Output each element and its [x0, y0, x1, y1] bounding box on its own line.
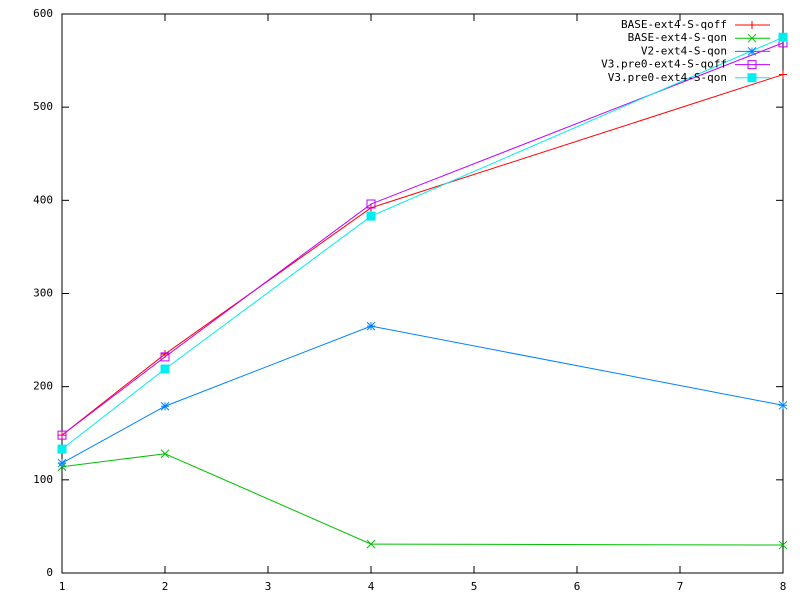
- legend-label: V3.pre0-ext4-S-qoff: [601, 58, 727, 71]
- point-marker: [366, 539, 376, 549]
- point-marker: [778, 540, 788, 550]
- x-tick-label: 8: [780, 580, 787, 593]
- point-marker: [57, 430, 67, 440]
- y-tick-label: 0: [46, 566, 53, 579]
- point-marker: [160, 449, 170, 459]
- legend-label: V2-ext4-S-qon: [641, 44, 727, 57]
- legend-marker: [747, 73, 757, 83]
- y-tick-label: 200: [33, 380, 53, 393]
- x-tick-label: 7: [677, 580, 684, 593]
- point-marker: [366, 321, 376, 331]
- point-marker: [366, 199, 376, 209]
- point-marker: [57, 444, 67, 454]
- series-line: [61, 325, 784, 464]
- legend-marker: [747, 60, 757, 70]
- legend-label: BASE-ext4-S-qoff: [621, 18, 727, 31]
- x-tick-label: 3: [265, 580, 272, 593]
- point-marker: [366, 211, 376, 221]
- series-line: [61, 36, 784, 450]
- x-tick-label: 5: [471, 580, 478, 593]
- legend-label: V3.pre0-ext4-S-qon: [608, 71, 727, 84]
- legend-marker: [747, 33, 757, 43]
- x-tick-label: 1: [59, 580, 66, 593]
- x-tick-label: 4: [368, 580, 375, 593]
- x-tick-label: 6: [574, 580, 581, 593]
- series-line: [61, 42, 784, 436]
- point-marker: [778, 32, 788, 42]
- series-line: [61, 74, 784, 436]
- x-tick-label: 2: [162, 580, 169, 593]
- legend-marker: [748, 21, 756, 29]
- y-tick-label: 100: [33, 473, 53, 486]
- point-marker: [57, 458, 67, 468]
- point-marker: [160, 352, 170, 362]
- point-marker: [160, 401, 170, 411]
- point-marker: [778, 400, 788, 410]
- legend-marker: [747, 47, 757, 56]
- y-tick-label: 500: [33, 100, 53, 113]
- legend-label: BASE-ext4-S-qon: [628, 31, 727, 44]
- point-marker: [160, 364, 170, 374]
- point-marker: [779, 70, 787, 79]
- plot-frame: [61, 13, 784, 574]
- y-tick-label: 300: [33, 287, 53, 300]
- legend: BASE-ext4-S-qoffBASE-ext4-S-qonV2-ext4-S…: [601, 18, 770, 84]
- y-tick-label: 600: [33, 7, 53, 20]
- series-line: [61, 453, 784, 546]
- y-tick-label: 400: [33, 193, 53, 206]
